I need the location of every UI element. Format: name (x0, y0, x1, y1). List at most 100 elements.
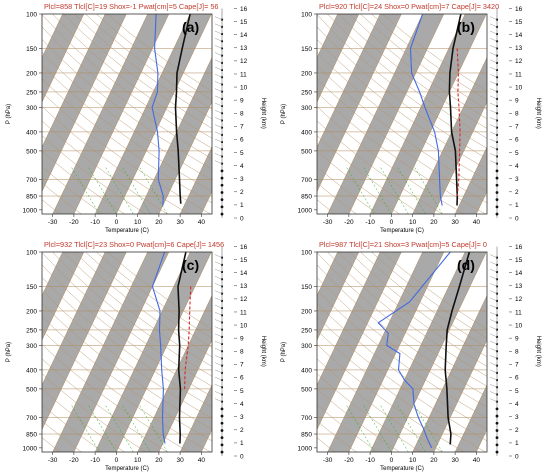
dry-adiabat (317, 199, 336, 214)
wind-barb (214, 268, 223, 273)
dry-adiabat (42, 166, 104, 214)
p-tick-label: 200 (301, 70, 312, 77)
isotherm-line (391, 252, 487, 452)
wind-barb (489, 398, 498, 402)
dry-adiabat (317, 420, 357, 452)
barb-dot (220, 212, 224, 216)
parcel-profile (184, 286, 192, 389)
wind-barb (489, 376, 498, 381)
wind-barb (489, 38, 498, 42)
isotherm-line (412, 56, 487, 214)
h-tick-label: 6 (515, 137, 519, 144)
parcel-profile (456, 48, 461, 197)
p-tick-label: 250 (301, 89, 312, 96)
wind-barb (489, 276, 498, 280)
dry-adiabat (42, 51, 212, 181)
dry-adiabat (42, 420, 82, 452)
h-tick-label: 1 (515, 202, 519, 209)
mixing-ratio-line (345, 404, 375, 452)
wind-barb (489, 45, 498, 49)
p-tick-label: 300 (301, 343, 312, 350)
wind-barb (214, 146, 223, 150)
panel-header: Plcl=858 Tlcl[C]=19 Shox=-1 Pwat[cm]=5 C… (44, 2, 218, 11)
wind-barb (489, 348, 498, 352)
dry-adiabat (317, 404, 379, 452)
isotherm-line (42, 14, 63, 59)
isotherm-band (370, 252, 487, 452)
wind-barb (214, 362, 223, 366)
x-tick-label: -10 (90, 457, 100, 464)
panel-label: (d) (457, 257, 475, 273)
wind-barb (489, 369, 498, 374)
h-tick-label: 2 (515, 189, 519, 196)
dry-adiabat (42, 264, 212, 397)
p-tick-label: 150 (26, 46, 37, 53)
h-tick-label: 13 (240, 45, 248, 52)
h-tick-label: 12 (515, 58, 523, 65)
dry-adiabat (327, 252, 487, 377)
dry-adiabat (42, 358, 168, 452)
y-axis-title: P (hPa) (281, 104, 287, 124)
x-tick-label: -10 (365, 457, 375, 464)
isotherm-line (317, 14, 360, 103)
skewt-panel-2: Plcl=920 Tlcl[C]=24 Shox=0 Pwat[cm]=7 Ca… (281, 2, 541, 234)
wind-barb (489, 16, 498, 20)
p-tick-label: 250 (301, 327, 312, 334)
p-tick-label: 500 (301, 386, 312, 393)
isotherm-line (317, 252, 338, 297)
isotherm-band (498, 252, 550, 452)
h-tick-label: 14 (515, 32, 523, 39)
dry-adiabat (42, 78, 212, 204)
dry-adiabat (42, 404, 104, 452)
wind-barb (214, 261, 223, 266)
wind-barb (489, 268, 498, 273)
x-tick-label: 10 (134, 219, 142, 226)
h-tick-label: 14 (515, 270, 523, 277)
dry-adiabat (317, 39, 487, 170)
h-tick-label: 10 (515, 84, 523, 91)
wind-barb (214, 160, 223, 164)
barb-dot (220, 183, 224, 187)
barb-dot (495, 212, 499, 216)
isotherm-line (116, 14, 212, 214)
h-tick-label: 7 (240, 124, 244, 131)
wind-barb (489, 312, 498, 316)
dry-adiabat (317, 51, 487, 181)
x-axis-title: Temperature (C) (105, 228, 149, 234)
skewt-panel-4: Plcl=987 Tlcl[C]=21 Shox=3 Pwat[cm]=5 Ca… (281, 240, 550, 472)
barb-dot (220, 364, 224, 367)
isotherm-line (412, 294, 487, 452)
wind-barb (489, 304, 498, 309)
p-tick-label: 700 (26, 415, 37, 422)
x-tick-label: 20 (430, 457, 438, 464)
h-tick-label: 11 (515, 309, 522, 316)
wind-barb (214, 391, 223, 395)
mixing-ratio-line (379, 166, 409, 214)
x-tick-label: -30 (323, 457, 333, 464)
height-axis-title: Height (km) (535, 98, 541, 129)
barb-dot (220, 450, 224, 454)
dry-adiabat (42, 330, 211, 452)
isotherm-line (179, 146, 212, 214)
h-tick-label: 14 (240, 270, 248, 277)
barb-dot (495, 292, 499, 295)
wind-barb (214, 117, 223, 121)
plot-area (317, 252, 550, 452)
wind-barb (214, 355, 223, 359)
plot-area (42, 14, 212, 214)
barb-dot (495, 443, 499, 447)
wind-barb (214, 333, 223, 338)
p-tick-label: 150 (26, 284, 37, 291)
x-tick-label: 0 (115, 457, 119, 464)
dry-adiabat (42, 64, 212, 192)
dry-adiabat (42, 150, 125, 214)
wind-barb (489, 95, 498, 100)
h-tick-label: 7 (240, 362, 244, 369)
wind-barb (489, 88, 498, 92)
dry-adiabat (317, 302, 487, 430)
h-tick-label: 6 (240, 137, 244, 144)
wind-barb (214, 138, 223, 143)
isotherm-line (42, 14, 106, 148)
h-tick-label: 15 (240, 19, 248, 26)
